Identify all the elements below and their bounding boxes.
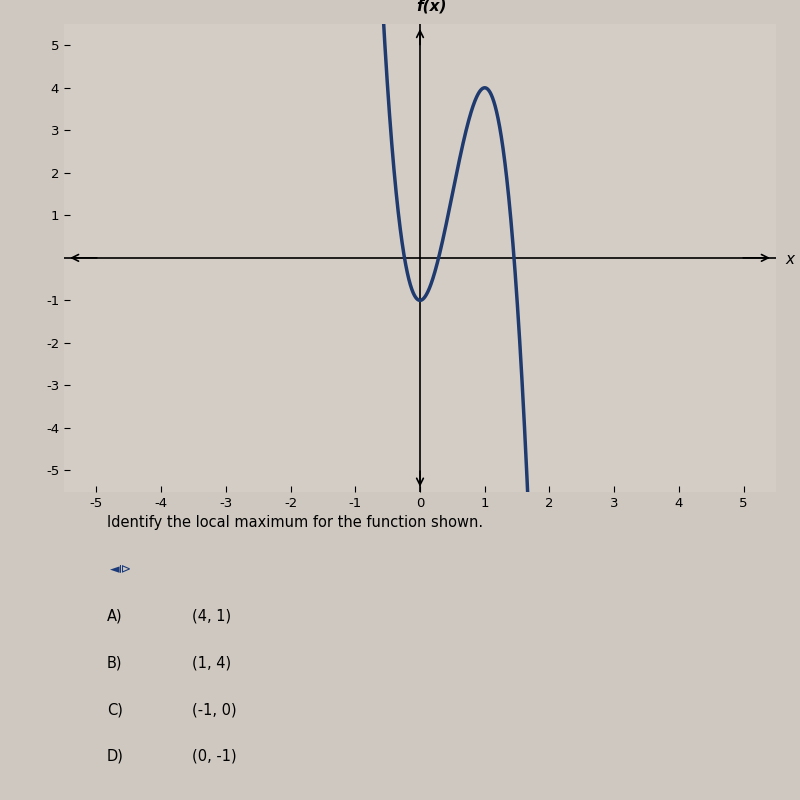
Text: D): D) — [106, 749, 123, 764]
Text: ◄⧐: ◄⧐ — [110, 562, 133, 575]
Text: (0, -1): (0, -1) — [192, 749, 237, 764]
Text: B): B) — [106, 655, 122, 670]
Text: C): C) — [106, 702, 122, 717]
Text: (-1, 0): (-1, 0) — [192, 702, 237, 717]
Text: (1, 4): (1, 4) — [192, 655, 231, 670]
Text: f(x): f(x) — [417, 0, 447, 14]
Text: Identify the local maximum for the function shown.: Identify the local maximum for the funct… — [106, 515, 483, 530]
Text: A): A) — [106, 609, 122, 624]
Text: (4, 1): (4, 1) — [192, 609, 231, 624]
Text: x: x — [786, 252, 794, 266]
